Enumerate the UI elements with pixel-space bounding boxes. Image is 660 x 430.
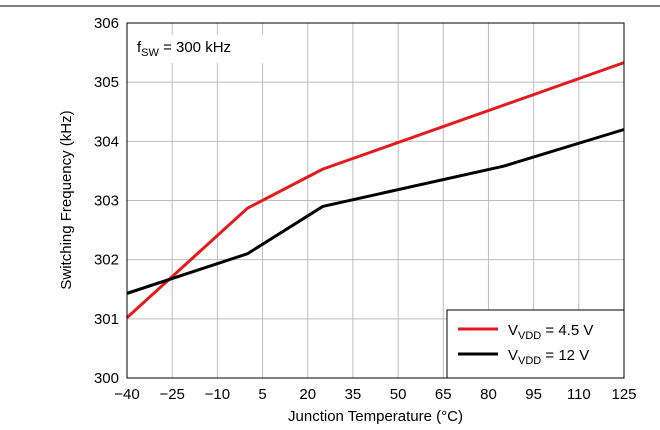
y-tick-labels: 300 301 302 303 304 305 306 — [94, 15, 119, 387]
y-axis-label: Switching Frequency (kHz) — [58, 110, 75, 289]
annotation-suffix: = 300 kHz — [159, 39, 231, 56]
annotation-prefix: f — [137, 39, 142, 56]
x-tick-label: 95 — [525, 386, 542, 403]
x-tick-label: 35 — [345, 386, 362, 403]
y-tick-label: 303 — [94, 193, 119, 210]
legend-label-12v: VVDD = 12 V — [508, 347, 589, 367]
x-tick-label: 80 — [480, 386, 497, 403]
series-lines — [125, 61, 625, 319]
annotation-box: fSW = 300 kHz — [130, 35, 264, 63]
annotation-text: fSW = 300 kHz — [137, 39, 231, 59]
y-tick-label: 305 — [94, 74, 119, 91]
plot-frame — [126, 22, 625, 379]
x-tick-label: 125 — [611, 386, 636, 403]
series-line-4v5 — [125, 61, 625, 319]
annotation-subscript: SW — [141, 47, 159, 59]
legend-box — [446, 309, 625, 379]
x-tick-label: 20 — [299, 386, 316, 403]
x-tick-label: −40 — [114, 386, 139, 403]
x-tick-labels: −40 −25 −10 5 20 35 50 65 80 95 110 125 — [114, 386, 636, 403]
y-tick-label: 300 — [94, 370, 119, 387]
x-tick-label: 110 — [567, 386, 591, 403]
x-tick-label: −25 — [159, 386, 184, 403]
annotation-background — [130, 35, 264, 63]
y-tick-label: 306 — [94, 15, 119, 32]
y-tick-label: 301 — [94, 311, 119, 328]
legend: VVDD = 4.5 V VVDD = 12 V — [446, 309, 625, 379]
legend-label-4v5: VVDD = 4.5 V — [508, 322, 593, 342]
series-line-12v — [126, 128, 625, 295]
y-tick-label: 302 — [94, 252, 119, 269]
x-tick-label: 50 — [390, 386, 407, 403]
x-axis-label: Junction Temperature (°C) — [288, 408, 463, 425]
x-tick-label: −10 — [205, 386, 230, 403]
x-tick-label: 5 — [258, 386, 266, 403]
x-tick-label: 65 — [435, 386, 452, 403]
y-tick-label: 304 — [94, 133, 119, 150]
